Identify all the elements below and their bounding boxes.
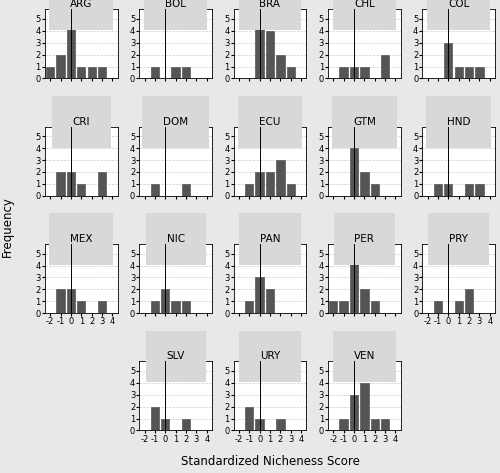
Bar xyxy=(276,419,284,430)
Bar xyxy=(151,67,159,79)
Bar xyxy=(329,301,338,313)
Bar xyxy=(182,184,190,196)
Title: BOL: BOL xyxy=(165,0,186,9)
Bar xyxy=(67,172,75,196)
Bar xyxy=(245,301,254,313)
Title: ECU: ECU xyxy=(260,117,280,127)
Bar xyxy=(98,301,106,313)
Title: PAN: PAN xyxy=(260,234,280,244)
Title: ARG: ARG xyxy=(70,0,92,9)
Text: Standardized Nicheness Score: Standardized Nicheness Score xyxy=(180,455,360,468)
Bar xyxy=(350,148,358,196)
Bar xyxy=(77,67,86,79)
Text: Frequency: Frequency xyxy=(1,197,14,257)
Bar xyxy=(286,67,295,79)
Bar xyxy=(340,67,348,79)
Bar xyxy=(444,43,452,79)
Bar xyxy=(476,184,484,196)
Bar xyxy=(266,31,274,79)
Bar xyxy=(434,184,442,196)
Bar xyxy=(172,67,180,79)
Bar xyxy=(98,67,106,79)
Bar xyxy=(256,419,264,430)
Title: PRY: PRY xyxy=(449,234,468,244)
Bar xyxy=(151,407,159,430)
Title: PER: PER xyxy=(354,234,374,244)
Bar xyxy=(350,395,358,430)
Bar xyxy=(77,184,86,196)
Title: COL: COL xyxy=(448,0,469,9)
Bar xyxy=(182,419,190,430)
Bar xyxy=(161,289,170,313)
Bar xyxy=(454,301,463,313)
Bar xyxy=(465,67,473,79)
Bar xyxy=(286,184,295,196)
Bar xyxy=(465,289,473,313)
Bar xyxy=(370,301,379,313)
Bar xyxy=(360,172,368,196)
Title: CHL: CHL xyxy=(354,0,375,9)
Title: MEX: MEX xyxy=(70,234,92,244)
Bar xyxy=(476,67,484,79)
Bar xyxy=(434,301,442,313)
Bar xyxy=(350,67,358,79)
Bar xyxy=(256,278,264,313)
Bar xyxy=(350,254,358,313)
Title: BRA: BRA xyxy=(260,0,280,9)
Bar xyxy=(182,301,190,313)
Title: SLV: SLV xyxy=(166,351,185,361)
Bar xyxy=(245,407,254,430)
Bar xyxy=(67,289,75,313)
Bar xyxy=(266,172,274,196)
Bar xyxy=(266,289,274,313)
Bar xyxy=(56,55,64,79)
Bar xyxy=(88,67,96,79)
Bar xyxy=(256,19,264,79)
Bar xyxy=(370,184,379,196)
Bar xyxy=(172,301,180,313)
Title: VEN: VEN xyxy=(354,351,375,361)
Bar xyxy=(46,67,54,79)
Bar xyxy=(360,383,368,430)
Bar xyxy=(340,301,348,313)
Bar xyxy=(182,67,190,79)
Bar xyxy=(256,172,264,196)
Bar xyxy=(245,184,254,196)
Bar xyxy=(151,184,159,196)
Title: URY: URY xyxy=(260,351,280,361)
Bar xyxy=(360,289,368,313)
Bar xyxy=(161,419,170,430)
Bar xyxy=(151,301,159,313)
Bar xyxy=(67,19,75,79)
Bar xyxy=(340,419,348,430)
Bar xyxy=(444,184,452,196)
Bar xyxy=(370,419,379,430)
Bar xyxy=(360,67,368,79)
Bar xyxy=(381,419,389,430)
Title: NIC: NIC xyxy=(166,234,184,244)
Title: HND: HND xyxy=(447,117,470,127)
Bar xyxy=(454,67,463,79)
Bar xyxy=(77,301,86,313)
Bar xyxy=(465,184,473,196)
Bar xyxy=(98,172,106,196)
Title: GTM: GTM xyxy=(353,117,376,127)
Bar xyxy=(381,55,389,79)
Bar xyxy=(56,289,64,313)
Title: DOM: DOM xyxy=(163,117,188,127)
Bar xyxy=(276,55,284,79)
Bar xyxy=(276,160,284,196)
Title: CRI: CRI xyxy=(72,117,90,127)
Bar xyxy=(56,172,64,196)
